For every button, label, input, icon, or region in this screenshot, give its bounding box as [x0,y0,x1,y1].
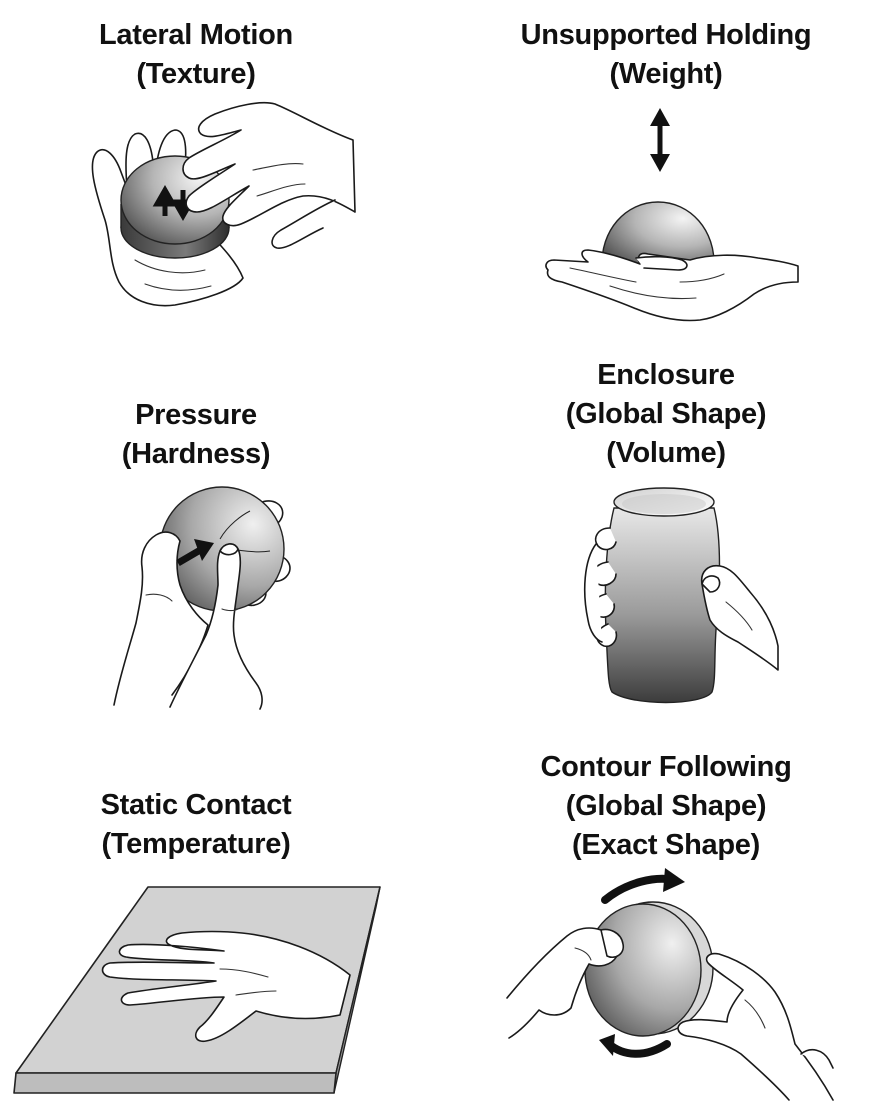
caption-line: (Texture) [136,58,256,90]
caption-pressure: Pressure (Hardness) [0,396,416,474]
caption-line: (Exact Shape) [572,829,760,861]
caption-line: Contour Following [540,751,792,783]
caption-unsupported-holding: Unsupported Holding (Weight) [446,16,878,94]
hands-enclosing-cylinder-icon [580,480,780,710]
hand-rubbing-disc-icon [85,100,356,325]
hand-on-slab-icon [10,885,385,1100]
caption-line: (Hardness) [121,438,271,470]
caption-line: (Temperature) [101,828,291,860]
caption-line: Enclosure [597,359,735,391]
vertical-double-arrow-icon [648,108,672,172]
caption-line: Static Contact [100,789,292,821]
caption-line: (Volume) [606,437,726,469]
hand-holding-sphere-icon [540,190,800,330]
caption-line: Unsupported Holding [520,19,812,51]
caption-enclosure: Enclosure (Global Shape) (Volume) [446,356,878,473]
caption-line: (Weight) [609,58,723,90]
caption-static-contact: Static Contact (Temperature) [0,786,416,864]
caption-line: Pressure [135,399,257,431]
caption-lateral-motion: Lateral Motion (Texture) [0,16,416,94]
finger-pressing-sphere-icon [110,475,310,710]
caption-line: Lateral Motion [99,19,293,51]
caption-contour-following: Contour Following (Global Shape) (Exact … [446,748,878,865]
fingers-tracing-sphere-icon [505,868,835,1108]
caption-line: (Global Shape) [565,398,767,430]
caption-line: (Global Shape) [565,790,767,822]
